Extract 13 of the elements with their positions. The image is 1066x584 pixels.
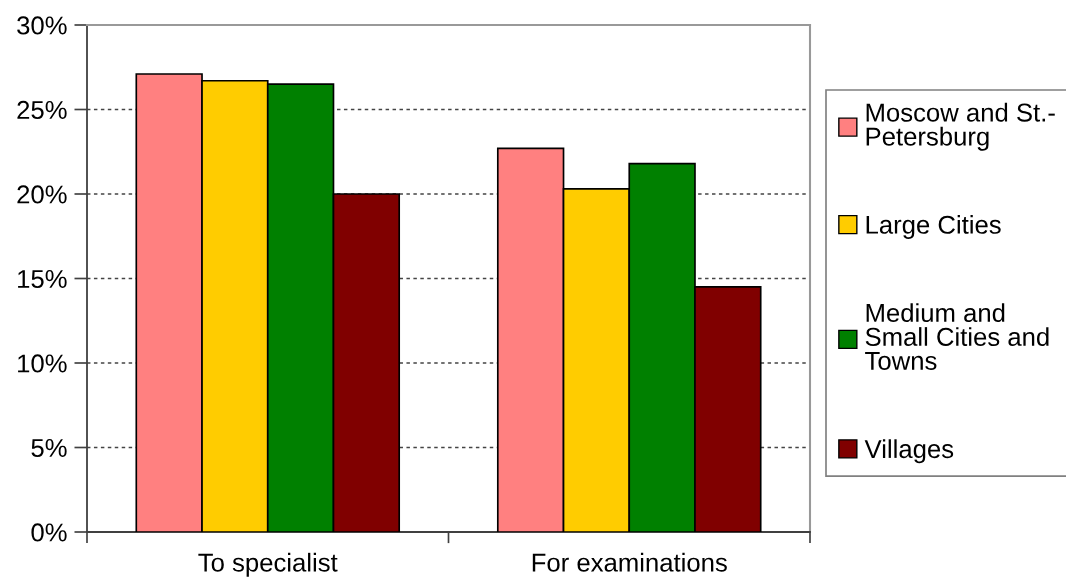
x-tick-label: For examinations <box>532 552 727 572</box>
y-tick-label: 15% <box>18 269 67 289</box>
legend-label: Large Cities <box>866 214 1001 239</box>
y-tick-label: 5% <box>31 438 67 458</box>
legend-label: Medium and Small Cities and Towns <box>865 303 1049 370</box>
y-tick-label: 30% <box>17 16 67 35</box>
legend-label: Villages <box>864 439 954 464</box>
legend-label: Moscow and St.-Petersburg <box>866 102 1055 151</box>
y-tick-label: 0% <box>31 523 67 542</box>
x-tick-label: To specialist <box>198 552 338 577</box>
y-tick-label: 25% <box>17 100 67 120</box>
y-tick-label: 10% <box>18 354 67 373</box>
y-tick-label: 20% <box>17 185 67 204</box>
